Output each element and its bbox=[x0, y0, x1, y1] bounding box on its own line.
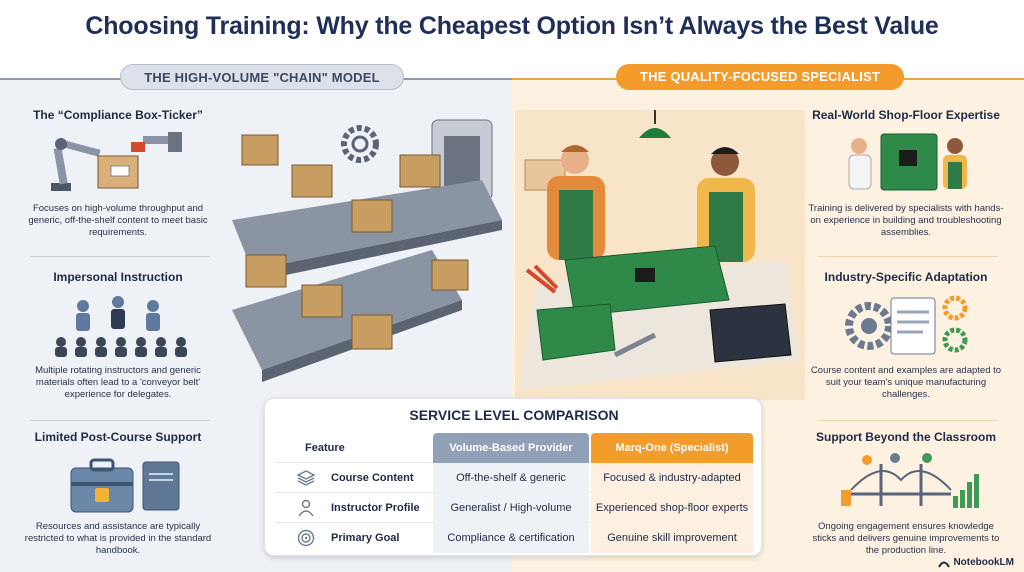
right-section-1-text: Training is delivered by specialists wit… bbox=[808, 203, 1004, 238]
brand-label: NotebookLM bbox=[953, 557, 1014, 568]
row-volume-value: Generalist / High-volume bbox=[433, 493, 589, 523]
worker-left bbox=[547, 145, 605, 260]
right-separator-2 bbox=[818, 420, 998, 421]
left-section-3-text: Resources and assistance are typically r… bbox=[24, 521, 212, 556]
left-section-1-heading: The “Compliance Box-Ticker” bbox=[33, 108, 203, 122]
left-section-3: Limited Post-Course Support Resources an… bbox=[18, 430, 218, 557]
row-specialist-value: Experienced shop-floor experts bbox=[591, 493, 753, 523]
table-row: Primary Goal Compliance & certification … bbox=[275, 523, 753, 553]
page-title: Choosing Training: Why the Cheapest Opti… bbox=[85, 12, 939, 40]
right-section-2-text: Course content and examples are adapted … bbox=[810, 365, 1002, 400]
left-section-1: The “Compliance Box-Ticker” Focuses on h… bbox=[18, 108, 218, 239]
technicians-pcb-icon bbox=[848, 133, 967, 191]
lamp-icon bbox=[639, 110, 671, 138]
right-section-3-text: Ongoing engagement ensures knowledge sti… bbox=[812, 521, 1000, 556]
comparison-header-row: Feature Volume-Based Provider Marq-One (… bbox=[275, 433, 753, 463]
circuit-board-icon bbox=[564, 245, 730, 317]
notebooklm-logo-icon bbox=[938, 561, 951, 568]
row-feature: Instructor Profile bbox=[331, 502, 420, 514]
conveyor-belt-illustration bbox=[232, 119, 502, 382]
left-section-1-text: Focuses on high-volume throughput and ge… bbox=[28, 203, 208, 238]
locked-toolbox-icon bbox=[70, 458, 180, 513]
right-separator-1 bbox=[818, 256, 998, 257]
row-specialist-value: Genuine skill improvement bbox=[591, 523, 753, 553]
gear-icon bbox=[341, 125, 379, 163]
row-feature: Course Content bbox=[331, 472, 414, 484]
right-section-1: Real-World Shop-Floor Expertise Training… bbox=[806, 108, 1006, 239]
pliers-icon bbox=[525, 264, 559, 294]
person-icon bbox=[298, 499, 314, 517]
right-section-3-heading: Support Beyond the Classroom bbox=[815, 430, 997, 444]
table-row: Instructor Profile Generalist / High-vol… bbox=[275, 493, 753, 523]
gears-document-icon bbox=[845, 295, 968, 355]
row-volume-value: Compliance & certification bbox=[433, 523, 589, 553]
row-specialist-value: Focused & industry-adapted bbox=[591, 463, 753, 493]
wrench-icon bbox=[613, 332, 657, 358]
left-separator-2 bbox=[30, 420, 210, 421]
row-feature: Primary Goal bbox=[331, 532, 400, 544]
table-row: Course Content Off-the-shelf & generic F… bbox=[275, 463, 753, 493]
left-separator-1 bbox=[30, 256, 210, 257]
left-section-3-heading: Limited Post-Course Support bbox=[34, 430, 202, 444]
left-panel-label: THE HIGH-VOLUME "CHAIN" MODEL bbox=[120, 64, 404, 90]
left-section-2: Impersonal Instruction Multiple rotating… bbox=[18, 270, 218, 401]
layers-icon bbox=[297, 470, 315, 486]
crowd-instructors-icon bbox=[55, 296, 187, 357]
column-header-specialist: Marq-One (Specialist) bbox=[591, 433, 753, 463]
right-section-1-heading: Real-World Shop-Floor Expertise bbox=[812, 108, 1000, 122]
target-icon bbox=[297, 529, 315, 547]
bridge-growth-icon bbox=[841, 453, 979, 508]
left-section-2-heading: Impersonal Instruction bbox=[53, 270, 183, 284]
row-volume-value: Off-the-shelf & generic bbox=[433, 463, 589, 493]
robot-arm-box-icon bbox=[51, 132, 182, 191]
left-section-2-text: Multiple rotating instructors and generi… bbox=[35, 365, 201, 400]
service-comparison-table: SERVICE LEVEL COMPARISON Feature Volume-… bbox=[264, 398, 762, 556]
column-header-feature: Feature bbox=[305, 442, 345, 454]
worker-right bbox=[697, 147, 755, 262]
right-section-2-heading: Industry-Specific Adaptation bbox=[824, 270, 988, 284]
technicians-workbench-illustration bbox=[515, 110, 805, 400]
right-panel-label: THE QUALITY-FOCUSED SPECIALIST bbox=[616, 64, 904, 90]
brand-watermark: NotebookLM bbox=[938, 557, 1014, 568]
right-section-3: Support Beyond the Classroom Ongoing eng… bbox=[806, 430, 1006, 557]
comparison-title: SERVICE LEVEL COMPARISON bbox=[409, 407, 619, 423]
right-section-2: Industry-Specific Adaptation Course cont… bbox=[806, 270, 1006, 401]
column-header-volume: Volume-Based Provider bbox=[433, 433, 589, 463]
